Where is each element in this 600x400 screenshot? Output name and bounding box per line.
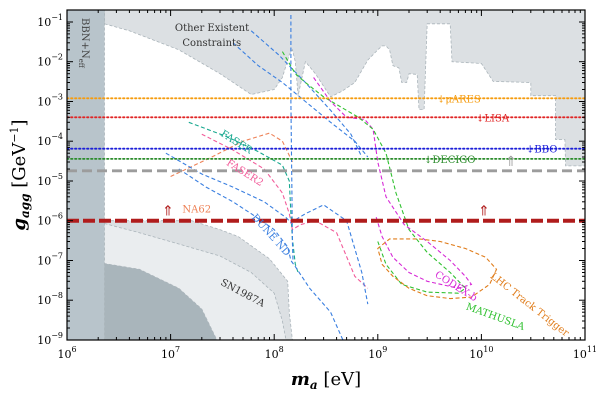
y-tick-label-4: 10−4	[37, 132, 63, 148]
bbn-neff-label: BBN+Neff	[77, 18, 90, 69]
series-blue-diagonal-2	[250, 30, 363, 158]
label-na62: NA62	[182, 205, 211, 216]
x-tick-label-6: 106	[57, 345, 76, 361]
x-tick-label-10: 1010	[469, 345, 493, 361]
y-tick-label-8: 10−8	[37, 291, 63, 307]
series-codex-b	[313, 77, 473, 289]
y-axis-unit-end: ]	[9, 119, 30, 126]
y-tick-label-9: 10−9	[37, 331, 63, 347]
x-axis-symbol: m	[291, 369, 310, 390]
y-axis-label: gagg [GeV−1]	[8, 119, 32, 230]
series-lines	[165, 15, 498, 340]
region-bbn-neff	[67, 10, 105, 340]
label-constraints: Constraints	[182, 38, 241, 49]
series-faser	[188, 121, 299, 273]
bbn-label: BBN+Neff	[77, 18, 90, 69]
hline-label-lisa: ↓LISA	[476, 113, 510, 124]
region-other-existent-constraints	[104, 10, 585, 167]
series-na62	[170, 132, 293, 177]
x-axis-subscript: a	[310, 378, 318, 392]
y-tick-label-2: 10−2	[37, 53, 63, 69]
y-axis-unit-exponent: −1	[8, 126, 21, 142]
y-tick-label-6: 10−6	[37, 212, 63, 228]
series-lhc-track-trigger	[377, 238, 498, 300]
hline-arrow-red-bound-1: ⇑	[478, 204, 490, 220]
y-axis-unit: [GeV	[9, 142, 30, 194]
axis-ticks: 106 107 108 109 1010 1011 10−9 10−8 10−7 10−6 10−5…	[37, 10, 597, 361]
series-dune-nd	[178, 168, 344, 340]
label-other-existent: Other Existent	[175, 23, 249, 34]
horizontal-lines	[67, 97, 585, 223]
series-dune-upper	[165, 152, 369, 305]
y-tick-label-1: 10−1	[37, 13, 63, 29]
y-axis-symbol: g	[9, 218, 30, 231]
series-mathusla	[281, 51, 467, 294]
x-tick-label-9: 109	[368, 345, 387, 361]
hline-arrow-gray-bound-0: ⇑	[505, 154, 517, 170]
hline-label-decigo: ↓DECIGO	[424, 155, 475, 166]
series-dune-vertical	[290, 15, 294, 261]
hline-label-bbo: ↓BBO	[526, 145, 557, 156]
x-axis-label: ma [eV]	[291, 369, 361, 392]
region-white-notch	[401, 145, 407, 157]
hline-label-ares: ↓μARES	[437, 94, 481, 105]
y-tick-label-3: 10−3	[37, 93, 63, 109]
y-tick-label-5: 10−5	[37, 172, 63, 188]
x-tick-label-7: 107	[161, 345, 180, 361]
plot-frame	[66, 9, 586, 341]
shaded-regions	[67, 10, 585, 340]
y-tick-label-7: 10−7	[37, 252, 63, 268]
x-tick-label-11: 1011	[573, 345, 597, 361]
x-tick-label-8: 108	[265, 345, 284, 361]
y-axis-subscript: agg	[18, 193, 32, 218]
hline-arrow-red-bound-0: ⇑	[162, 204, 174, 220]
x-axis-unit: [eV]	[318, 369, 361, 390]
